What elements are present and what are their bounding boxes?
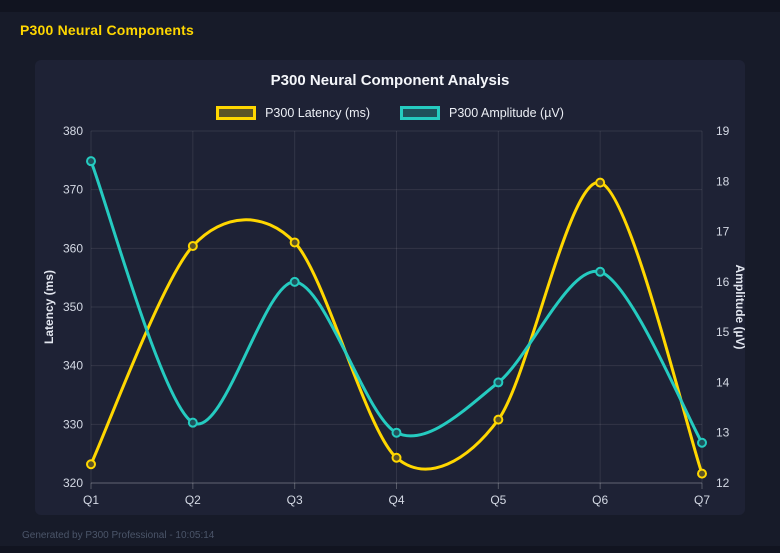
svg-text:19: 19 <box>716 124 730 138</box>
legend-item-amplitude[interactable]: P300 Amplitude (µV) <box>400 106 564 120</box>
svg-text:370: 370 <box>63 183 83 197</box>
latency-legend-swatch <box>216 106 257 120</box>
svg-text:320: 320 <box>63 476 83 490</box>
right-axis-title: Amplitude (µV) <box>733 264 747 350</box>
line-chart-plot-area[interactable]: Q1 Q2 Q3 Q4 Q5 Q6 Q7 320 330 340 350 360 370 380 12 13 1… <box>35 60 745 515</box>
svg-text:330: 330 <box>63 417 83 431</box>
svg-text:380: 380 <box>63 124 83 138</box>
svg-text:340: 340 <box>63 359 83 373</box>
svg-text:Q1: Q1 <box>83 493 99 507</box>
svg-text:Q2: Q2 <box>185 493 201 507</box>
svg-text:17: 17 <box>716 225 730 239</box>
svg-text:Q6: Q6 <box>592 493 608 507</box>
chart-card: P300 Neural Component Analysis P300 Late… <box>35 60 747 515</box>
svg-text:350: 350 <box>63 300 83 314</box>
chart-title: P300 Neural Component Analysis <box>270 72 510 89</box>
legend-item-latency[interactable]: P300 Latency (ms) <box>216 106 370 120</box>
svg-text:12: 12 <box>716 476 730 490</box>
svg-text:18: 18 <box>716 174 730 188</box>
svg-text:Q5: Q5 <box>490 493 506 507</box>
svg-text:360: 360 <box>63 241 83 255</box>
legend-label: P300 Amplitude (µV) <box>449 106 564 120</box>
page-title: P300 Neural Components <box>20 22 194 38</box>
amplitude-legend-swatch <box>400 106 440 120</box>
svg-text:Q7: Q7 <box>694 493 710 507</box>
generated-by-footer: Generated by P300 Professional - 10:05:1… <box>22 530 215 541</box>
svg-text:15: 15 <box>716 325 730 339</box>
legend-label: P300 Latency (ms) <box>265 106 370 120</box>
svg-text:Q3: Q3 <box>287 493 303 507</box>
svg-text:Q4: Q4 <box>388 493 404 507</box>
svg-text:14: 14 <box>716 375 730 389</box>
svg-text:16: 16 <box>716 275 730 289</box>
bottom-edge-strip <box>0 546 780 553</box>
left-axis-title: Latency (ms) <box>42 269 56 345</box>
svg-text:13: 13 <box>716 426 730 440</box>
top-edge-strip <box>0 0 780 12</box>
chart-legend: P300 Latency (ms) P300 Amplitude (µV) <box>35 106 745 120</box>
